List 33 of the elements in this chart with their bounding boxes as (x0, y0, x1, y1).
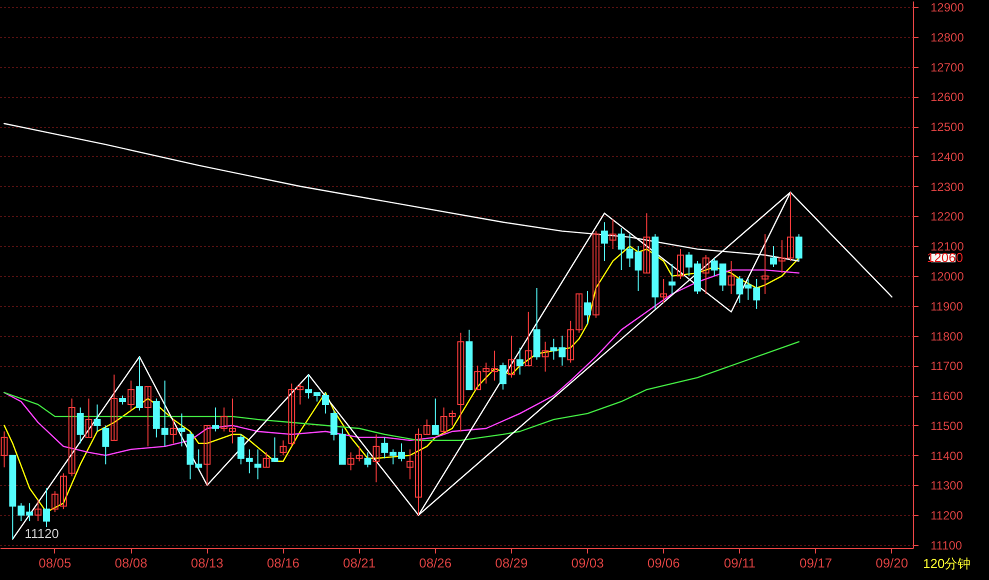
y-tick-label: 12000 (930, 269, 964, 284)
y-tick-label: 12200 (930, 210, 964, 224)
x-tick-label: 09/11 (724, 556, 756, 570)
y-tick-label: 12400 (930, 150, 964, 164)
y-tick-label: 12700 (930, 60, 964, 74)
x-tick-label: 09/03 (571, 556, 604, 570)
x-tick-label: 09/06 (647, 556, 680, 570)
x-tick-label: 08/26 (419, 556, 452, 570)
y-tick-label: 11600 (930, 389, 964, 404)
x-tick-label: 09/20 (876, 556, 908, 570)
y-tick-label: 12500 (930, 120, 964, 134)
y-tick-label: 11800 (930, 329, 964, 344)
annotation: 11120 (24, 526, 59, 542)
y-tick-label: 12300 (930, 180, 964, 194)
x-tick-label: 08/05 (38, 556, 72, 570)
y-tick-label: 12900 (930, 0, 964, 14)
y-tick-label: 11200 (930, 508, 964, 523)
y-tick-label: 12100 (930, 240, 964, 254)
y-tick-label: 11400 (930, 448, 964, 463)
y-tick-label: 12800 (930, 30, 964, 44)
y-tick-label: 11900 (930, 299, 964, 314)
x-tick-label: 08/13 (190, 556, 224, 570)
y-tick-label: 11700 (930, 359, 964, 374)
x-tick-label: 09/17 (800, 556, 832, 570)
x-tick-label: 08/29 (495, 556, 528, 570)
x-tick-label: 08/08 (114, 556, 148, 570)
text: 120分钟 (923, 556, 971, 571)
y-tick-label: 11100 (930, 538, 962, 553)
y-tick-label: 12600 (930, 90, 964, 104)
x-tick-label: 08/21 (343, 556, 376, 570)
y-tick-label: 11300 (930, 478, 964, 493)
x-tick-label: 08/16 (266, 556, 300, 570)
y-tick-label: 11500 (930, 418, 964, 433)
